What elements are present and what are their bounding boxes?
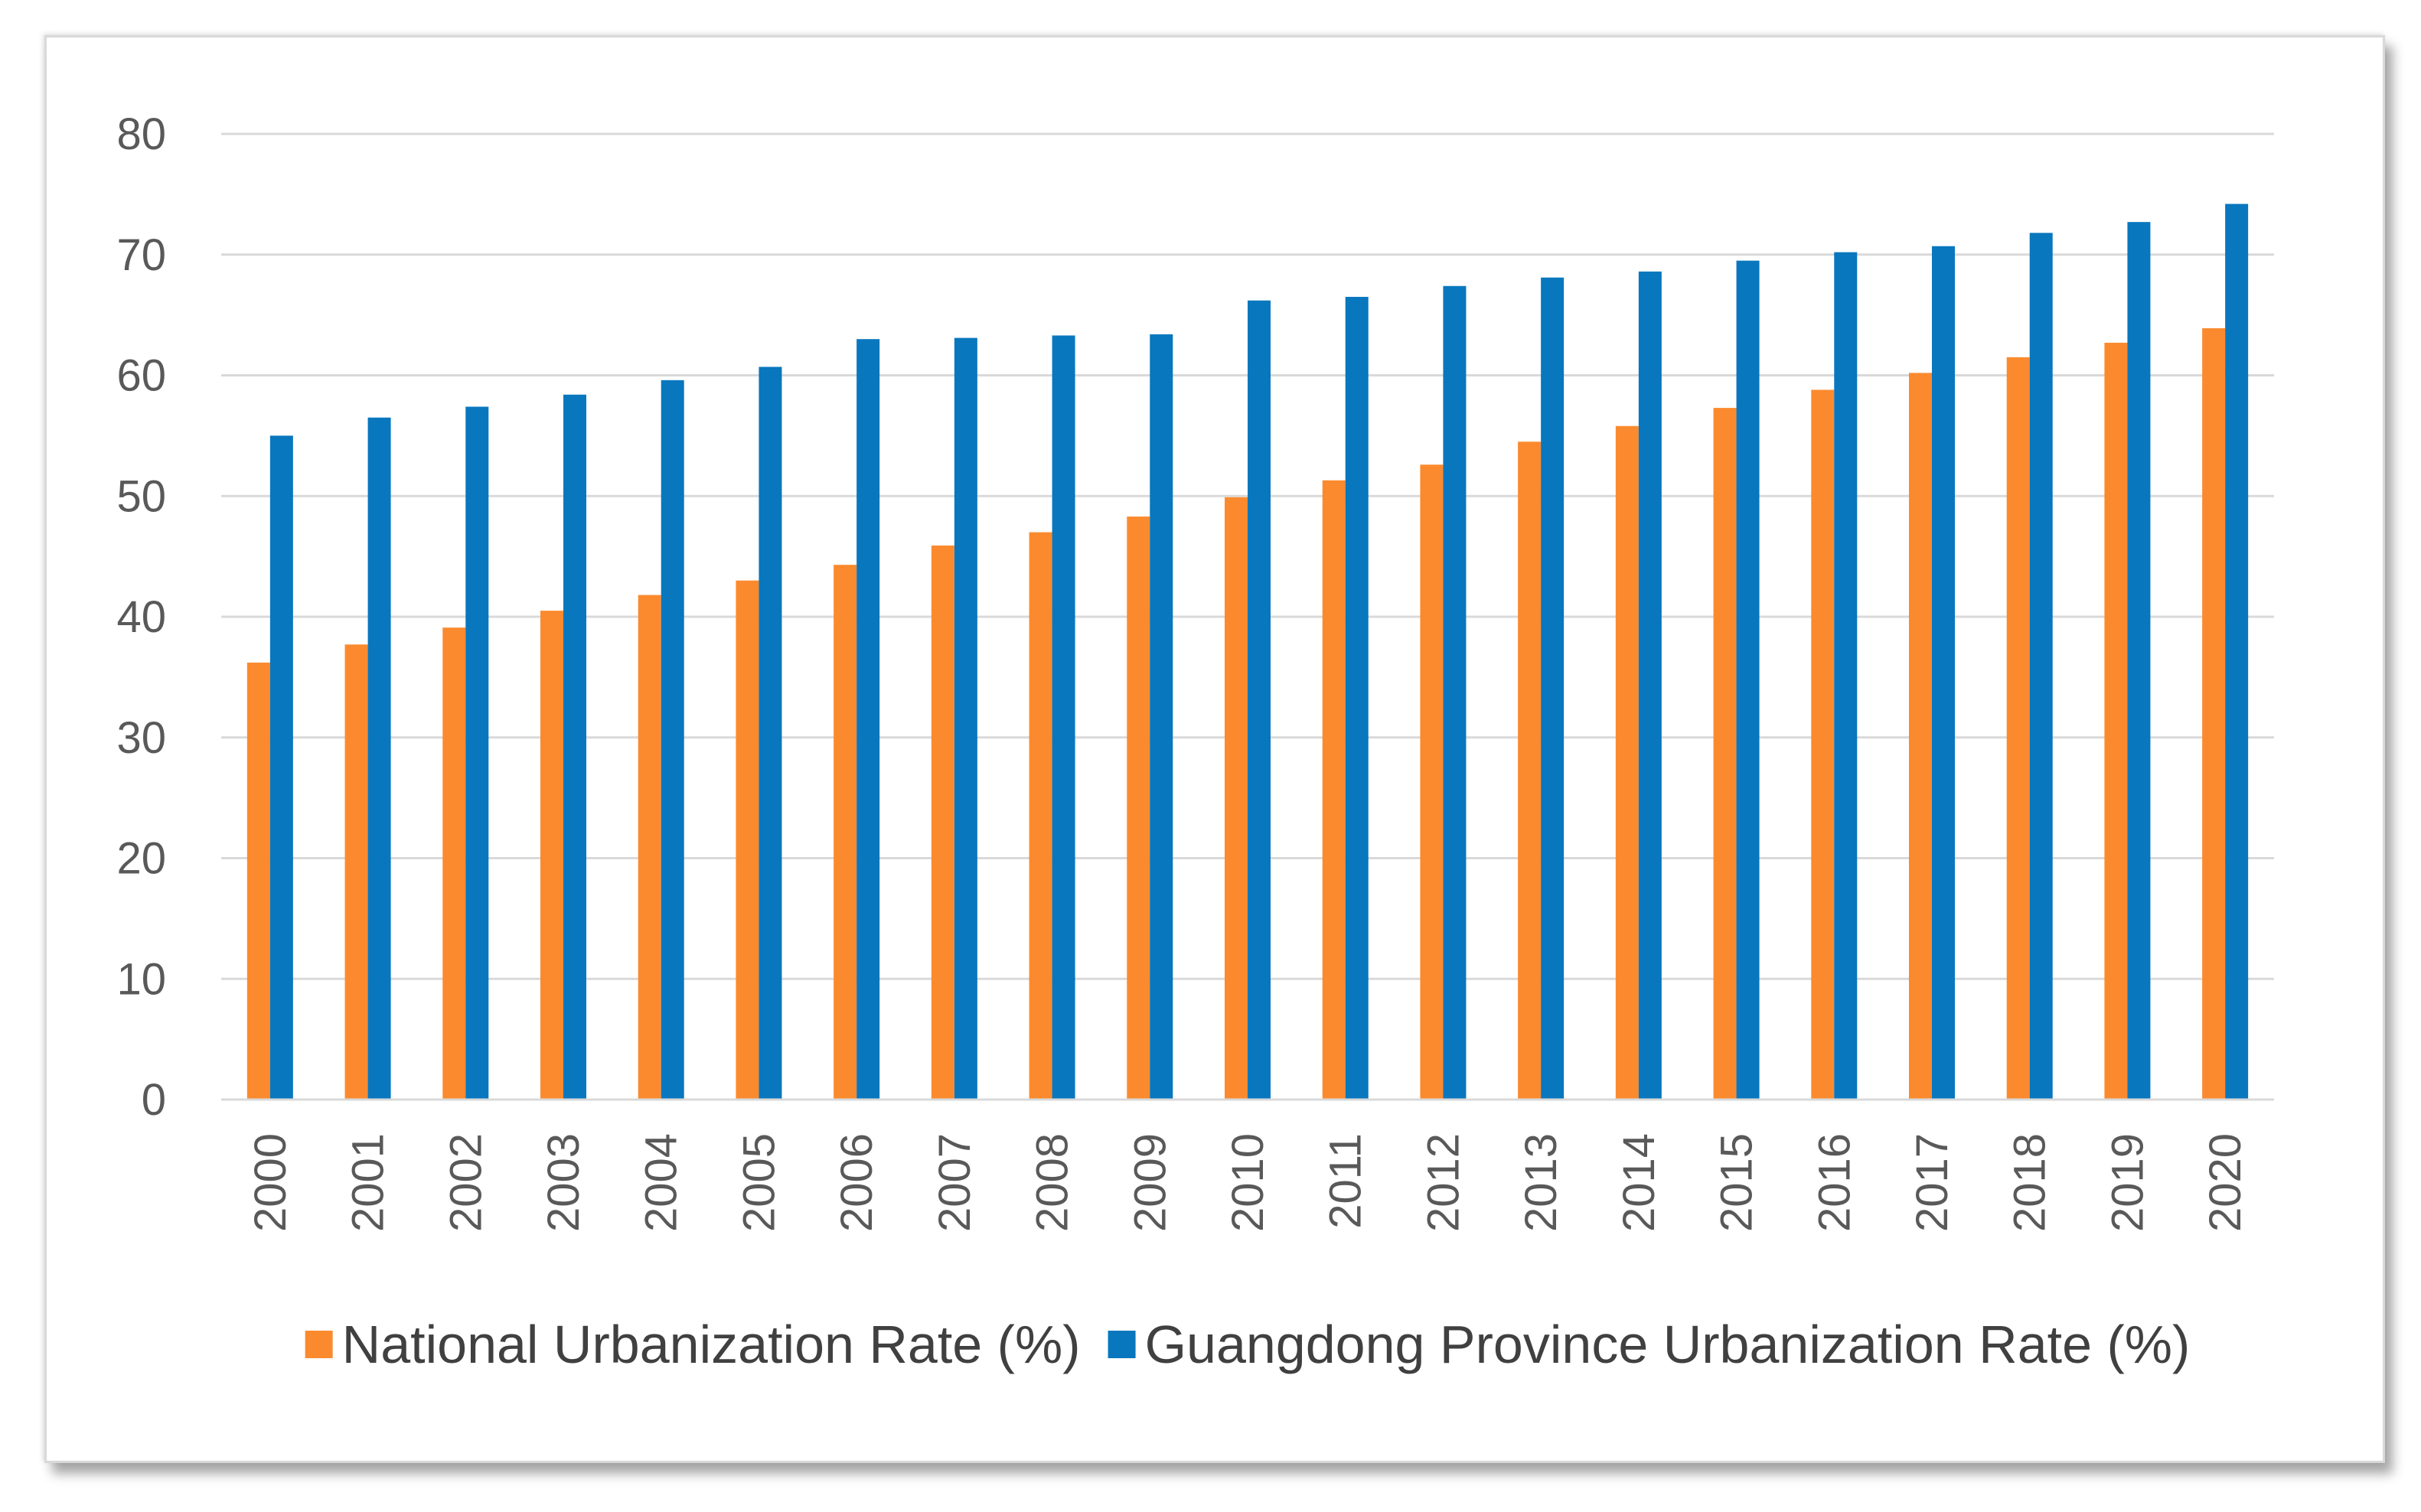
- x-tick-label: 2012: [1418, 1133, 1468, 1232]
- x-tick-label: 2015: [1712, 1133, 1762, 1232]
- bar-guangdong-2018: [2029, 233, 2053, 1100]
- x-tick-label: 2011: [1321, 1133, 1371, 1229]
- bar-guangdong-2011: [1345, 296, 1369, 1100]
- bar-guangdong-2014: [1638, 271, 1662, 1100]
- legend-label: National Urbanization Rate (%): [342, 1315, 1081, 1374]
- y-tick-label: 30: [116, 713, 166, 763]
- bar-national-2000: [246, 662, 270, 1100]
- y-tick-label: 80: [116, 109, 166, 159]
- bar-national-2001: [344, 644, 368, 1100]
- bar-national-2004: [638, 595, 661, 1100]
- bar-guangdong-2009: [1150, 334, 1173, 1100]
- bar-guangdong-2000: [269, 435, 293, 1100]
- bar-guangdong-2001: [367, 417, 391, 1100]
- bar-national-2009: [1127, 516, 1150, 1100]
- x-tick-label: 2003: [539, 1133, 589, 1232]
- x-tick-label: 2010: [1223, 1133, 1273, 1232]
- bar-national-2019: [2104, 342, 2128, 1100]
- urbanization-bar-chart: 0 10 20 30 40 50 60 70 80 2000 2001 2002 2003 2004 200…: [116, 109, 2274, 1374]
- x-tick-label: 2008: [1028, 1133, 1078, 1232]
- bar-guangdong-2013: [1541, 277, 1565, 1100]
- x-tick-label: 2013: [1516, 1133, 1566, 1232]
- legend: National Urbanization Rate (%) Guangdong …: [305, 1315, 2191, 1374]
- y-tick-label: 40: [116, 592, 166, 642]
- x-tick-label: 2018: [2005, 1133, 2055, 1232]
- bar-guangdong-2002: [465, 406, 489, 1100]
- legend-label: Guangdong Province Urbanization Rate (%): [1145, 1315, 2191, 1374]
- legend-item-national: National Urbanization Rate (%): [305, 1315, 1081, 1374]
- bar-guangdong-2003: [563, 394, 586, 1100]
- axes: 0 10 20 30 40 50 60 70 80 2000 2001 2002 2003 2004 200…: [116, 109, 2274, 1232]
- bar-guangdong-2017: [1932, 246, 1955, 1100]
- bar-national-2005: [736, 580, 759, 1100]
- x-tick-label: 2020: [2201, 1133, 2250, 1232]
- bar-guangdong-2020: [2225, 204, 2249, 1100]
- y-tick-label: 20: [116, 834, 166, 884]
- x-tick-label: 2006: [832, 1133, 882, 1232]
- legend-swatch: [1108, 1331, 1136, 1358]
- bar-national-2015: [1713, 408, 1737, 1100]
- bar-national-2018: [2006, 357, 2030, 1100]
- bar-guangdong-2007: [954, 337, 977, 1100]
- y-tick-label: 0: [142, 1075, 166, 1125]
- bar-guangdong-2016: [1834, 252, 1858, 1100]
- bar-guangdong-2012: [1443, 285, 1467, 1100]
- x-tick-label: 2009: [1125, 1133, 1175, 1232]
- bar-national-2011: [1322, 480, 1346, 1100]
- x-tick-label: 2002: [441, 1133, 491, 1232]
- bars: [246, 204, 2249, 1100]
- x-tick-label: 2001: [344, 1133, 393, 1232]
- y-tick-label: 60: [116, 351, 166, 401]
- bar-guangdong-2015: [1736, 260, 1760, 1100]
- bar-national-2010: [1225, 497, 1248, 1100]
- bar-guangdong-2019: [2127, 222, 2151, 1100]
- x-tick-label: 2007: [930, 1133, 980, 1232]
- chart-card: 0 10 20 30 40 50 60 70 80 2000 2001 2002 2003 2004 200…: [44, 35, 2385, 1463]
- x-tick-label: 2005: [734, 1133, 784, 1232]
- bar-national-2007: [931, 545, 954, 1100]
- x-tick-label: 2004: [637, 1133, 687, 1232]
- y-tick-label: 70: [116, 230, 166, 280]
- y-tick-label: 50: [116, 471, 166, 521]
- x-tick-label: 2019: [2103, 1133, 2152, 1232]
- x-tick-label: 2000: [246, 1133, 295, 1232]
- legend-item-guangdong: Guangdong Province Urbanization Rate (%): [1108, 1315, 2191, 1374]
- x-tick-label: 2016: [1809, 1133, 1859, 1232]
- bar-national-2003: [540, 611, 563, 1100]
- bar-national-2006: [834, 565, 857, 1100]
- x-tick-label: 2017: [1907, 1133, 1957, 1232]
- bar-national-2002: [442, 627, 466, 1100]
- x-tick-label: 2014: [1614, 1133, 1664, 1232]
- bar-national-2014: [1615, 425, 1639, 1100]
- legend-swatch: [305, 1331, 333, 1358]
- bar-guangdong-2006: [856, 339, 880, 1100]
- bar-guangdong-2004: [661, 380, 684, 1100]
- bar-national-2013: [1518, 442, 1542, 1100]
- bar-national-2016: [1811, 389, 1835, 1100]
- y-tick-label: 10: [116, 954, 166, 1004]
- bar-guangdong-2008: [1052, 335, 1075, 1100]
- bar-guangdong-2010: [1248, 300, 1271, 1100]
- bar-national-2012: [1420, 464, 1444, 1100]
- bar-national-2008: [1029, 532, 1052, 1100]
- bar-national-2017: [1909, 373, 1932, 1100]
- bar-guangdong-2005: [759, 367, 782, 1100]
- bar-national-2020: [2202, 327, 2226, 1100]
